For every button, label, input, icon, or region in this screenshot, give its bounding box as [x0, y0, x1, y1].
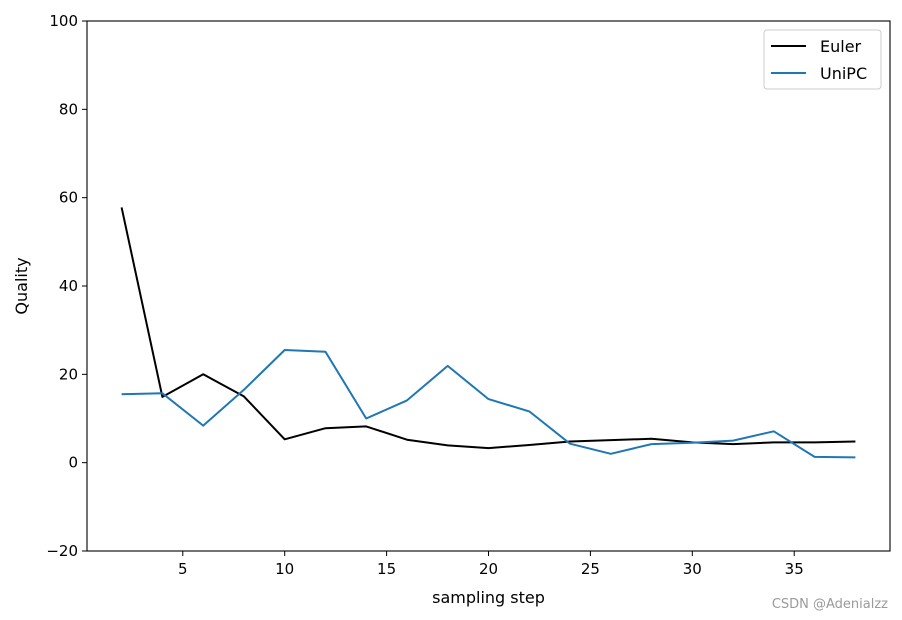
- y-tick-label: −20: [46, 542, 78, 560]
- series-line-unipc: [121, 349, 856, 459]
- y-axis-ticks: −20 0 20 40 60 80 100: [46, 12, 87, 560]
- y-tick-label: 60: [59, 189, 78, 207]
- x-tick-label: 15: [377, 560, 396, 578]
- x-tick-label: 20: [479, 560, 498, 578]
- y-tick-label: 100: [49, 12, 78, 30]
- y-tick-label: 40: [59, 277, 78, 295]
- legend-box: [763, 29, 882, 90]
- y-tick-label: 20: [59, 365, 78, 383]
- x-tick-label: 30: [683, 560, 702, 578]
- legend-label-unipc: UniPC: [820, 64, 867, 83]
- y-tick-label: 0: [68, 454, 78, 472]
- x-axis-label: sampling step: [432, 588, 545, 607]
- series-lines: [120, 207, 856, 459]
- plot-frame: [86, 20, 891, 552]
- y-axis-label: Quality: [12, 257, 31, 314]
- x-tick-label: 35: [785, 560, 804, 578]
- y-tick-label: 80: [59, 100, 78, 118]
- legend: Euler UniPC: [763, 29, 882, 90]
- x-tick-label: 10: [275, 560, 294, 578]
- watermark: CSDN @Adenialzz: [771, 597, 888, 612]
- series-line-euler: [120, 207, 856, 450]
- x-axis-ticks: 5 10 15 20 25 30 35: [178, 551, 804, 578]
- x-tick-label: 25: [581, 560, 600, 578]
- legend-label-euler: Euler: [820, 37, 862, 56]
- plot-area: [87, 21, 890, 551]
- x-tick-label: 5: [178, 560, 188, 578]
